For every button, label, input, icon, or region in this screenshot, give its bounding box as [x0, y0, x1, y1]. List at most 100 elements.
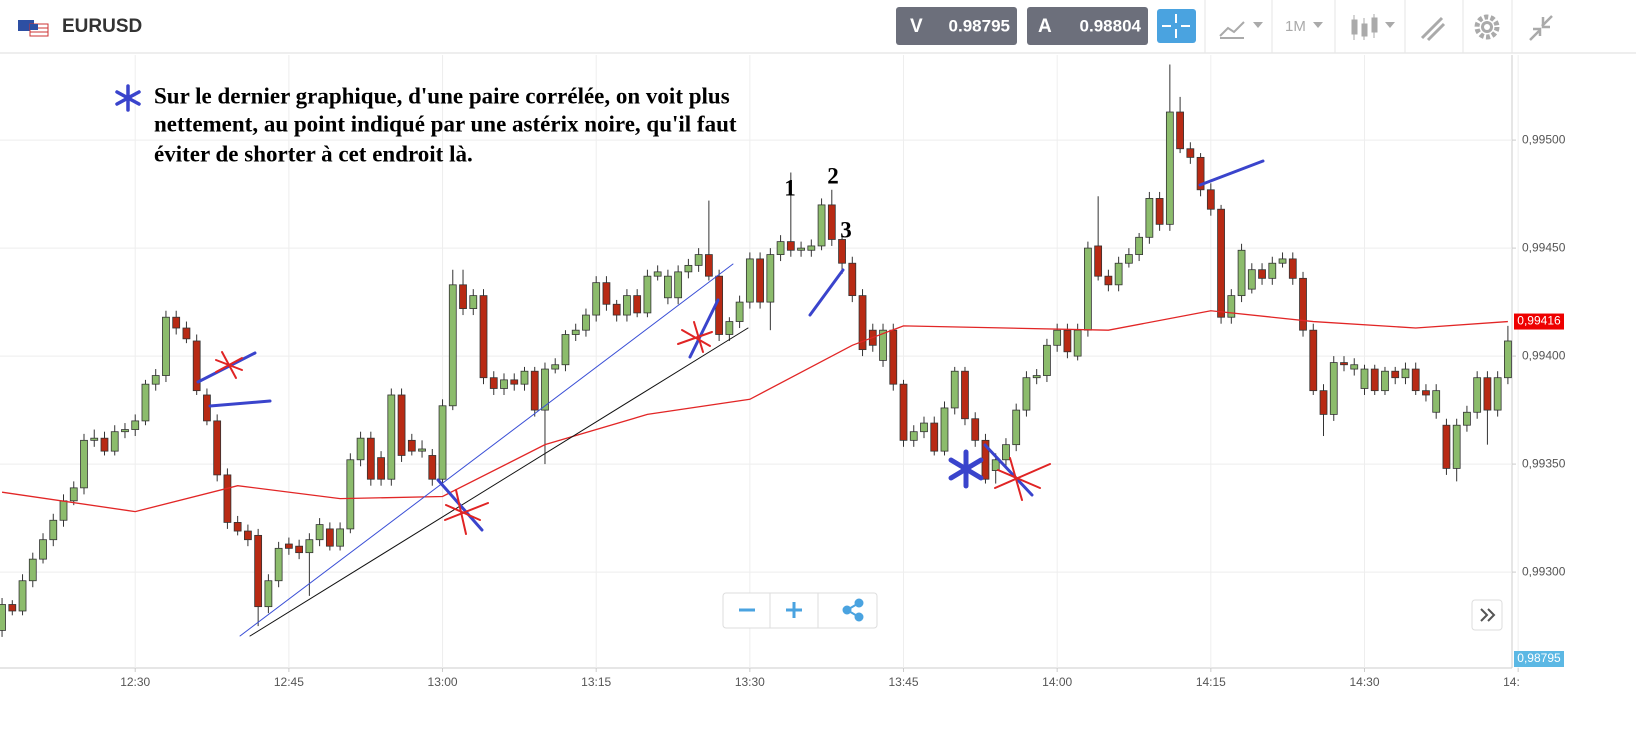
- candle-style-button[interactable]: [1351, 14, 1395, 40]
- candle-body: [100, 437, 109, 452]
- plot-area: [0, 64, 1512, 637]
- candle-body: [1411, 368, 1420, 392]
- zoom-controls: [722, 592, 878, 629]
- candle-body: [141, 383, 150, 422]
- candle-body: [1504, 340, 1512, 379]
- x-tick-label: 13:30: [735, 675, 765, 689]
- candle-body: [786, 241, 795, 251]
- candle-body: [1288, 258, 1297, 279]
- zoom-in-button[interactable]: [786, 602, 802, 618]
- ask-button[interactable]: [1027, 7, 1148, 45]
- candle-body: [1401, 368, 1410, 379]
- x-tick-label: 13:45: [888, 675, 918, 689]
- candle-body: [213, 420, 222, 476]
- candle-body: [1432, 390, 1441, 413]
- candle-body: [377, 457, 385, 480]
- x-tick-label: 14:45: [1503, 675, 1533, 689]
- candle-body: [1299, 277, 1307, 331]
- candle-body: [848, 262, 857, 297]
- candle-body: [807, 245, 816, 251]
- candle-body: [459, 284, 467, 309]
- candle-body: [1381, 370, 1389, 392]
- candle-body: [1186, 148, 1195, 158]
- trendline-blue: [239, 263, 734, 637]
- candle-body: [479, 295, 488, 379]
- crosshair-button[interactable]: [1157, 9, 1196, 43]
- candle-body: [8, 604, 17, 612]
- candle-body: [121, 429, 129, 433]
- candle-body: [1196, 156, 1205, 191]
- candle-body: [1329, 362, 1338, 415]
- settings-button[interactable]: [1474, 14, 1500, 40]
- candle-body: [571, 329, 580, 335]
- bid-tag-label: 0,98795: [1517, 651, 1561, 665]
- candle-body: [284, 543, 293, 549]
- candle-body: [1370, 368, 1379, 392]
- bid-tag: [1514, 651, 1564, 667]
- candle-body: [674, 271, 683, 299]
- candle-body: [0, 604, 6, 631]
- cross-mark: [677, 321, 713, 353]
- candle-body: [469, 295, 478, 309]
- candle-body: [1012, 409, 1021, 446]
- x-tick-label: 14:15: [1196, 675, 1226, 689]
- draw-tool-button[interactable]: [1420, 16, 1446, 42]
- candle-body: [366, 437, 375, 480]
- candle-body: [18, 580, 27, 612]
- candle-body: [1258, 269, 1266, 279]
- moving-average: [1, 310, 1508, 513]
- candle-body: [500, 379, 508, 389]
- candle-body: [315, 524, 324, 541]
- asterisk-small: [115, 84, 141, 112]
- timeframe-button[interactable]: 1M: [1285, 18, 1306, 35]
- candle-body: [1452, 424, 1461, 469]
- x-tick-label: 14:00: [1042, 675, 1072, 689]
- candle-body: [1309, 329, 1318, 392]
- candle-body: [1053, 329, 1062, 346]
- candle-body: [858, 295, 867, 351]
- candle-body: [592, 282, 601, 316]
- candle-body: [838, 239, 846, 264]
- candle-body: [1319, 390, 1328, 415]
- candle-body: [1104, 275, 1113, 286]
- stroke: [688, 298, 720, 359]
- candle-body: [920, 422, 928, 433]
- candle-body: [530, 370, 539, 411]
- candle-body: [418, 448, 426, 452]
- candle-body: [1176, 111, 1184, 150]
- candle-body: [1114, 262, 1123, 286]
- candle-body: [1442, 424, 1451, 469]
- chart-type-button[interactable]: [1219, 21, 1263, 39]
- x-tick-label: 12:30: [120, 675, 150, 689]
- candle-body: [1422, 390, 1430, 396]
- candle-body: [1237, 249, 1246, 297]
- candle-body: [1084, 247, 1092, 331]
- marker-label: 2: [827, 163, 839, 188]
- candle-body: [1135, 236, 1144, 255]
- candle-body: [1145, 198, 1154, 238]
- candle-body: [325, 528, 334, 547]
- candle-body: [756, 258, 764, 303]
- candle-body: [961, 370, 969, 420]
- bid-button[interactable]: [896, 7, 1017, 45]
- candle-body: [131, 420, 140, 430]
- scroll-right-button[interactable]: [1471, 599, 1503, 631]
- x-tick-label: 13:15: [581, 675, 611, 689]
- y-tick-label: 0,99300: [1522, 564, 1566, 578]
- stroke: [808, 268, 845, 317]
- candle-body: [1360, 368, 1369, 389]
- candle-body: [930, 422, 939, 452]
- candle-body: [397, 394, 406, 456]
- candle-body: [305, 539, 314, 554]
- y-axis: 0,99300 0,99350 0,99400 0,99450 0,99500: [1512, 132, 1566, 578]
- price-tag-label: 0,99416: [1517, 314, 1561, 328]
- share-button[interactable]: [842, 598, 864, 622]
- candle-body: [704, 254, 713, 277]
- candle-body: [520, 370, 529, 385]
- bid-label: V: [910, 16, 923, 37]
- collapse-button[interactable]: [1529, 15, 1553, 41]
- candle-body: [1217, 208, 1225, 318]
- candle-body: [387, 394, 396, 480]
- symbol: EURUSD: [62, 16, 142, 37]
- candle-body: [551, 364, 560, 370]
